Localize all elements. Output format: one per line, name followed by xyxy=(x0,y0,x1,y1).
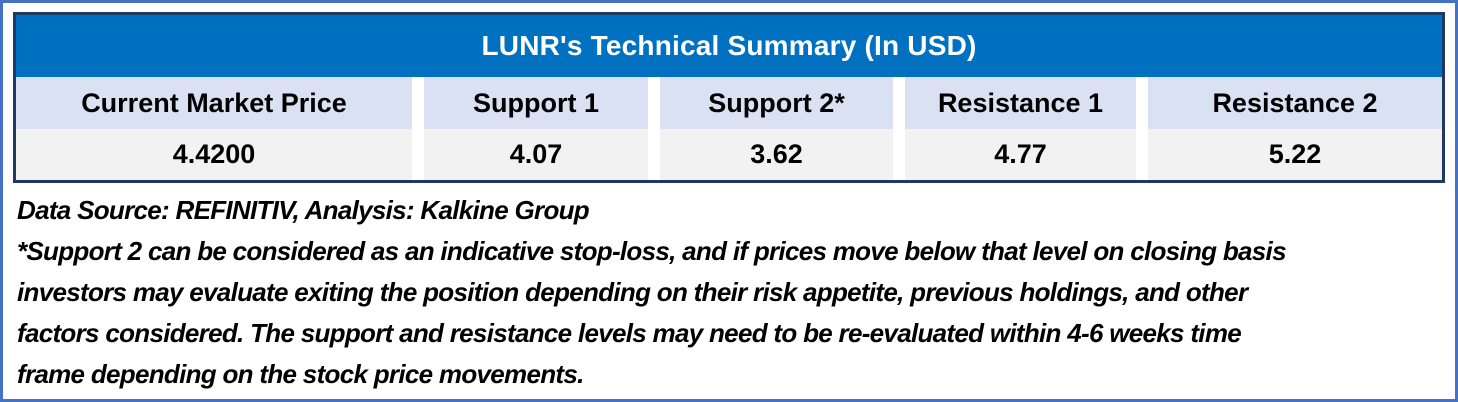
column-header-support-1: Support 1 xyxy=(424,77,648,129)
column-header-current-market-price: Current Market Price xyxy=(16,77,412,129)
value-resistance-2: 5.22 xyxy=(1148,129,1442,180)
value-current-market-price: 4.4200 xyxy=(16,129,412,180)
disclaimer-line-2: investors may evaluate exiting the posit… xyxy=(17,277,1248,307)
disclaimer-line-4: frame depending on the stock price movem… xyxy=(17,359,584,389)
footer-notes: Data Source: REFINITIV, Analysis: Kalkin… xyxy=(3,183,1455,395)
value-resistance-1: 4.77 xyxy=(905,129,1136,180)
table-title: LUNR's Technical Summary (In USD) xyxy=(16,15,1442,77)
table-grid: Current Market Price Support 1 Support 2… xyxy=(16,77,1442,180)
disclaimer-line-1: *Support 2 can be considered as an indic… xyxy=(17,236,1287,266)
value-support-1: 4.07 xyxy=(424,129,648,180)
disclaimer-line-3: factors considered. The support and resi… xyxy=(17,318,1242,348)
column-header-resistance-1: Resistance 1 xyxy=(905,77,1136,129)
data-source-line: Data Source: REFINITIV, Analysis: Kalkin… xyxy=(17,195,590,225)
column-header-support-2: Support 2* xyxy=(660,77,893,129)
technical-summary-table: LUNR's Technical Summary (In USD) Curren… xyxy=(13,12,1445,183)
value-support-2: 3.62 xyxy=(660,129,893,180)
column-header-resistance-2: Resistance 2 xyxy=(1148,77,1442,129)
